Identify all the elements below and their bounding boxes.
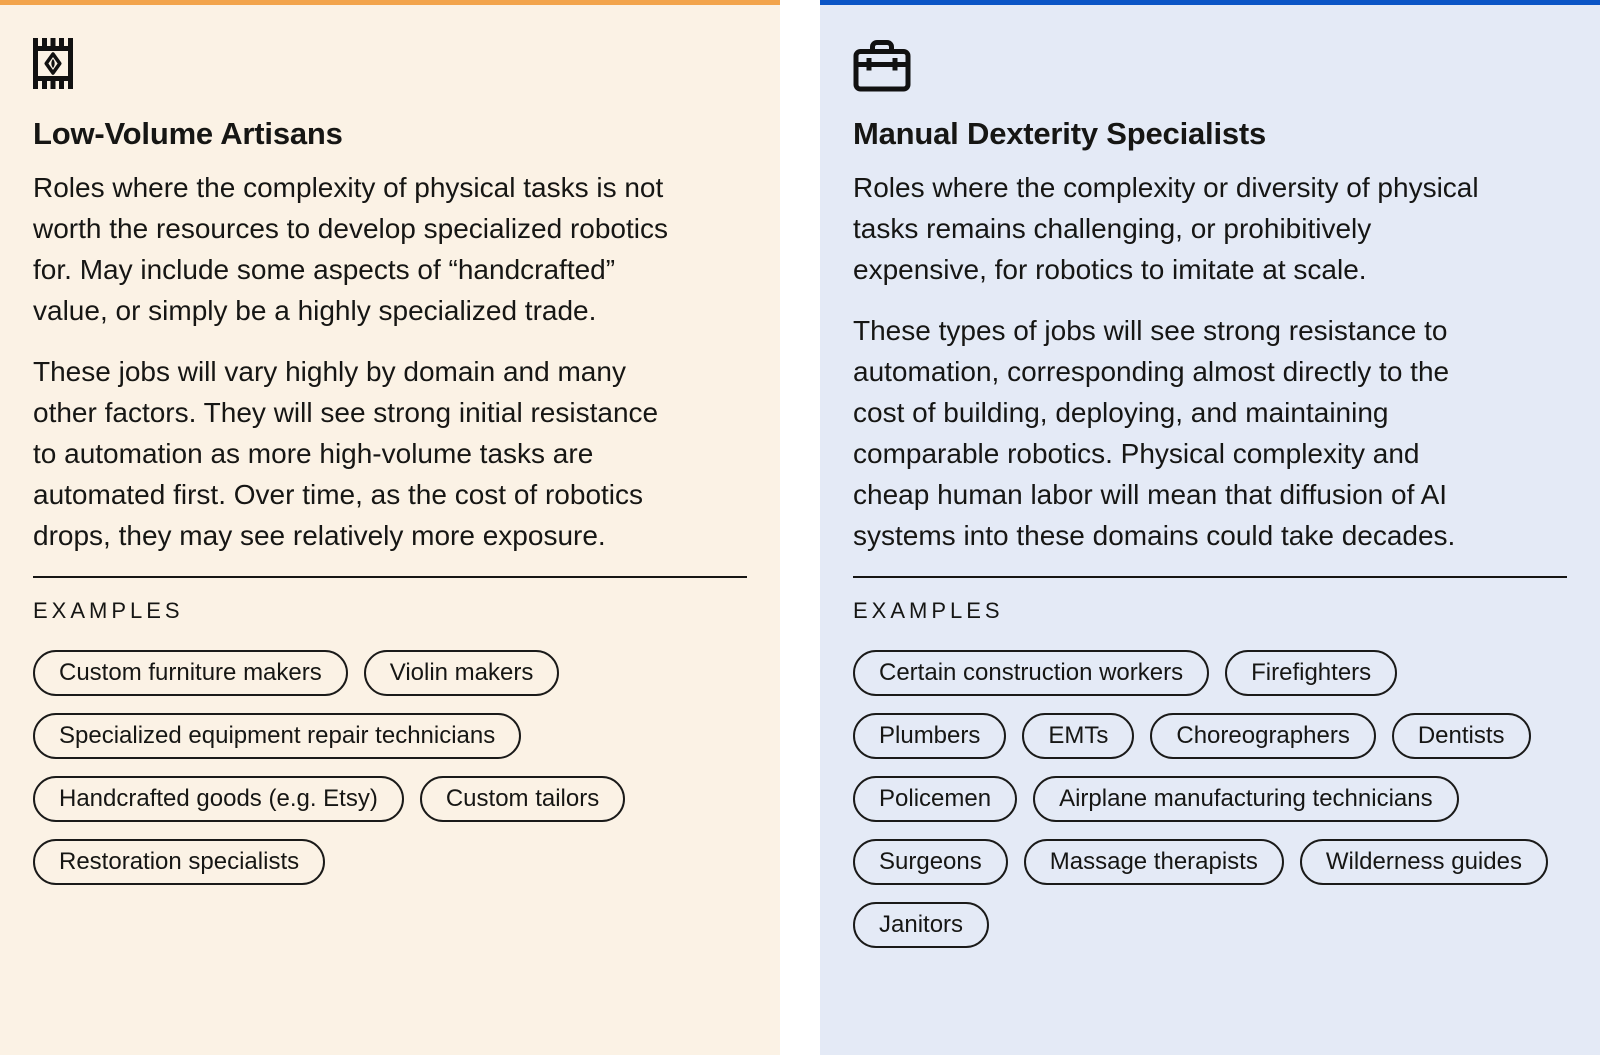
example-tag: Surgeons	[853, 839, 1008, 885]
card-low-volume-artisans: Low-Volume Artisans Roles where the comp…	[0, 0, 780, 1055]
example-tag: Specialized equipment repair technicians	[33, 713, 522, 759]
example-tag: Janitors	[853, 902, 990, 948]
example-tag: Handcrafted goods (e.g. Etsy)	[33, 776, 404, 822]
card-icon-wrap	[853, 35, 1567, 92]
example-tag: Certain construction workers	[853, 650, 1210, 696]
example-tag: Policemen	[853, 776, 1018, 822]
example-tag: Choreographers	[1150, 713, 1376, 759]
card-title: Low-Volume Artisans	[33, 116, 343, 151]
examples-tag-list: Certain construction workers Firefighter…	[853, 650, 1567, 965]
example-tag: EMTs	[1022, 713, 1135, 759]
card-paragraph: Roles where the complexity of physical t…	[33, 172, 669, 326]
example-tag: Custom tailors	[419, 776, 626, 822]
divider	[33, 576, 747, 578]
example-tag: Dentists	[1391, 713, 1531, 759]
example-tag: Restoration specialists	[33, 839, 326, 885]
example-tag: Wilderness guides	[1299, 839, 1548, 885]
examples-label: EXAMPLES	[33, 598, 184, 623]
card-paragraph: Roles where the complexity or diversity …	[853, 172, 1479, 285]
card-paragraph: These types of jobs will see strong resi…	[853, 315, 1456, 551]
example-tag: Plumbers	[853, 713, 1007, 759]
card-icon-wrap	[33, 35, 747, 92]
examples-label: EXAMPLES	[853, 598, 1004, 623]
card-title: Manual Dexterity Specialists	[853, 116, 1267, 151]
rug-icon	[33, 38, 73, 89]
card-paragraph: These jobs will vary highly by domain an…	[33, 356, 659, 551]
example-tag: Firefighters	[1225, 650, 1398, 696]
card-manual-dexterity-specialists: Manual Dexterity Specialists Roles where…	[820, 0, 1600, 1055]
example-tag: Airplane manufacturing technicians	[1033, 776, 1459, 822]
example-tag: Custom furniture makers	[33, 650, 348, 696]
divider	[853, 576, 1567, 578]
example-tag: Violin makers	[363, 650, 560, 696]
examples-tag-list: Custom furniture makers Violin makers Sp…	[33, 650, 747, 902]
example-tag: Massage therapists	[1023, 839, 1284, 885]
toolbox-icon	[853, 40, 911, 92]
